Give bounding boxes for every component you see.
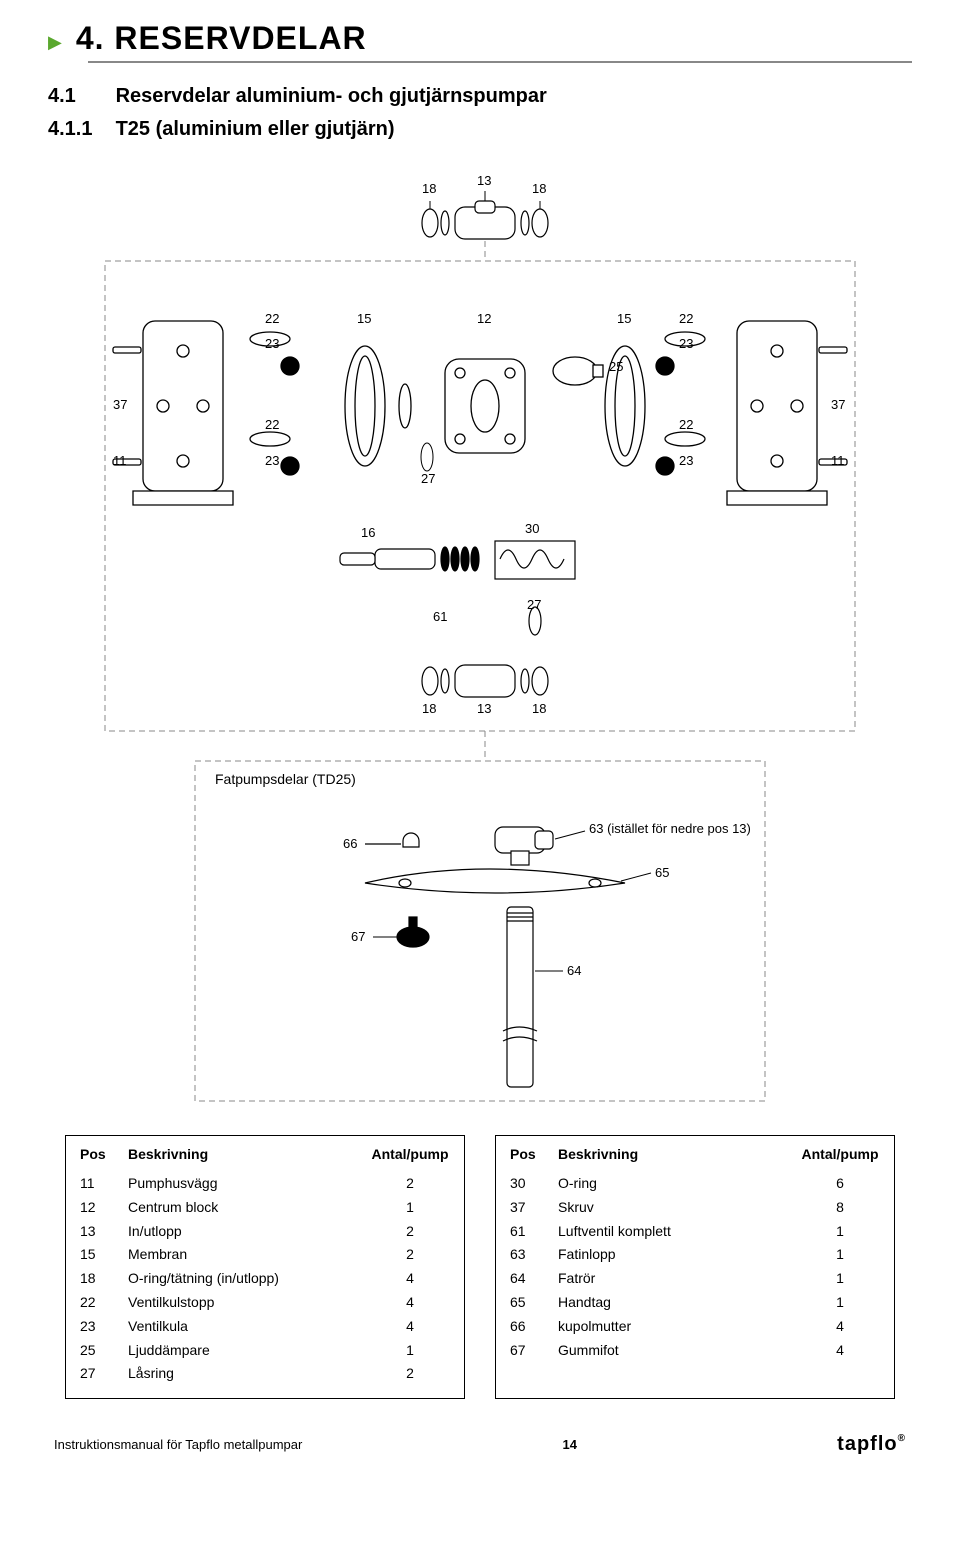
footer-left: Instruktionsmanual för Tapflo metallpump… [54, 1437, 302, 1452]
table-row: 61Luftventil komplett1 [510, 1220, 880, 1244]
callout-11: 11 [113, 453, 127, 468]
subsubsection-title-text: T25 (aluminium eller gjutjärn) [116, 118, 395, 140]
table-row: 15Membran2 [80, 1243, 450, 1267]
col-qty: Antal/pump [370, 1146, 450, 1162]
table-row: 66kupolmutter4 [510, 1315, 880, 1339]
callout-18: 18 [532, 181, 546, 196]
callout-23: 23 [679, 336, 693, 351]
callout-15: 15 [357, 311, 371, 326]
callout-12: 12 [477, 311, 491, 326]
subsection-title: 4.1 Reservdelar aluminium- och gjutjärns… [48, 85, 912, 108]
callout-23: 23 [265, 453, 279, 468]
callout-16: 16 [361, 525, 375, 540]
table-row: 65Handtag1 [510, 1291, 880, 1315]
callout-30: 30 [525, 521, 539, 536]
callout-18: 18 [422, 701, 436, 716]
col-pos: Pos [80, 1146, 128, 1162]
callout-23: 23 [265, 336, 279, 351]
table-row: 18O-ring/tätning (in/utlopp)4 [80, 1267, 450, 1291]
callout-22: 22 [679, 417, 693, 432]
table-row: 63Fatinlopp1 [510, 1243, 880, 1267]
table-row: 22Ventilkulstopp4 [80, 1291, 450, 1315]
table-row: 11Pumphusvägg2 [80, 1172, 450, 1196]
table-row: 13In/utlopp2 [80, 1220, 450, 1244]
table-row: 12Centrum block1 [80, 1196, 450, 1220]
callout-11: 11 [831, 453, 845, 468]
exploded-diagram: 18 13 18 22 15 12 15 22 23 23 25 37 37 2… [65, 161, 895, 1121]
subsection-title-text: Reservdelar aluminium- och gjutjärnspump… [116, 85, 547, 107]
callout-37: 37 [113, 397, 127, 412]
callout-61: 61 [433, 609, 447, 624]
subsection-number: 4.1 [48, 85, 110, 108]
callout-64: 64 [567, 963, 581, 978]
parts-table-left: Pos Beskrivning Antal/pump 11Pumphusvägg… [65, 1135, 465, 1399]
table-row: 64Fatrör1 [510, 1267, 880, 1291]
table-row: 27Låsring2 [80, 1362, 450, 1386]
subsubsection-title: 4.1.1 T25 (aluminium eller gjutjärn) [48, 118, 912, 141]
fatpump-label: Fatpumpsdelar (TD25) [215, 771, 356, 787]
table-row: 23Ventilkula4 [80, 1315, 450, 1339]
callout-25: 25 [609, 359, 623, 374]
callout-23: 23 [679, 453, 693, 468]
callout-22: 22 [679, 311, 693, 326]
table-row: 30O-ring6 [510, 1172, 880, 1196]
callout-63: 63 (istället för nedre pos 13) [589, 821, 751, 836]
header-rule [88, 61, 912, 63]
callout-66: 66 [343, 836, 357, 851]
callout-65: 65 [655, 865, 669, 880]
section-title-text: RESERVDELAR [114, 20, 366, 56]
section-title: 4. RESERVDELAR [76, 20, 367, 57]
subsubsection-number: 4.1.1 [48, 118, 110, 141]
section-number: 4. [76, 20, 105, 56]
col-qty: Antal/pump [800, 1146, 880, 1162]
table-row: 67Gummifot4 [510, 1339, 880, 1363]
page-footer: Instruktionsmanual för Tapflo metallpump… [48, 1433, 912, 1456]
callout-22: 22 [265, 417, 279, 432]
callout-18: 18 [532, 701, 546, 716]
table-row: 25Ljuddämpare1 [80, 1339, 450, 1363]
col-desc: Beskrivning [558, 1146, 800, 1162]
callout-22: 22 [265, 311, 279, 326]
footer-page: 14 [563, 1437, 577, 1452]
callout-13: 13 [477, 173, 491, 188]
parts-tables: Pos Beskrivning Antal/pump 11Pumphusvägg… [48, 1135, 912, 1399]
callout-37: 37 [831, 397, 845, 412]
brand-logo: tapflo® [837, 1433, 906, 1456]
callout-15: 15 [617, 311, 631, 326]
callout-27: 27 [527, 597, 541, 612]
section-marker-icon: ▶ [48, 33, 62, 57]
callout-27: 27 [421, 471, 435, 486]
callout-13: 13 [477, 701, 491, 716]
col-desc: Beskrivning [128, 1146, 370, 1162]
col-pos: Pos [510, 1146, 558, 1162]
parts-table-right: Pos Beskrivning Antal/pump 30O-ring6 37S… [495, 1135, 895, 1399]
callout-18: 18 [422, 181, 436, 196]
callout-67: 67 [351, 929, 365, 944]
table-row: 37Skruv8 [510, 1196, 880, 1220]
